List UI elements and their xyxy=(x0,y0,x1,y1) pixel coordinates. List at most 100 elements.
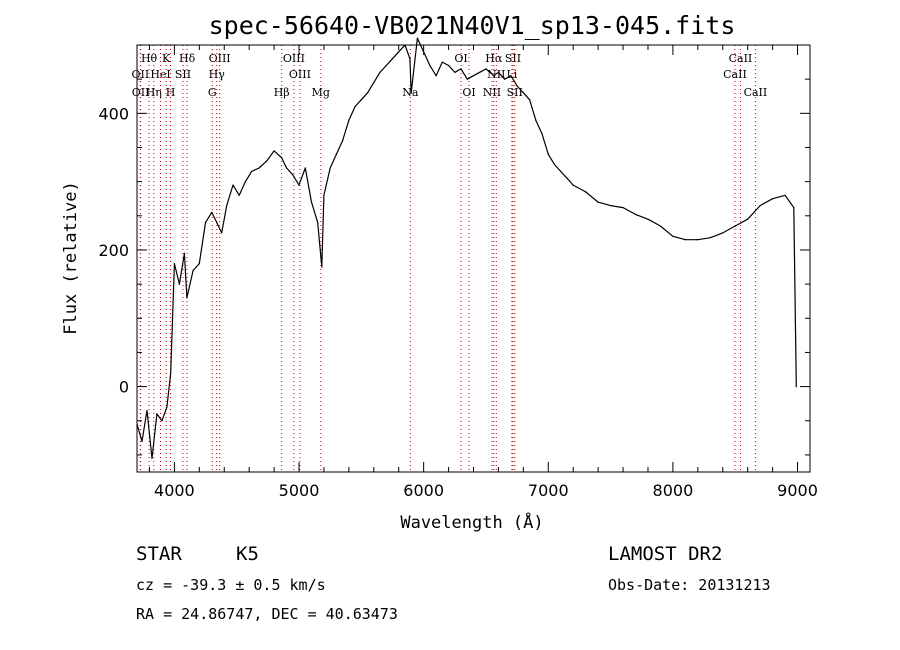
plot-frame xyxy=(136,44,811,473)
spectrum-point xyxy=(166,406,168,408)
spectrum-point xyxy=(722,232,724,234)
spectrum-point xyxy=(429,64,431,67)
spectrum-point xyxy=(373,81,375,84)
spectrum-point xyxy=(310,201,313,203)
spectrum-point xyxy=(466,78,468,80)
spectrum-point xyxy=(266,160,268,162)
spectrum-point xyxy=(547,153,549,155)
line-marker-label: OII xyxy=(132,86,150,99)
line-marker-label: SII xyxy=(507,86,523,99)
spectrum-point xyxy=(321,266,323,268)
spectrum-point xyxy=(772,198,774,200)
spectrum-point xyxy=(251,170,253,172)
spectrum-point xyxy=(198,263,200,265)
spectrum-point xyxy=(186,297,188,299)
y-tick-label: 0 xyxy=(119,378,129,397)
spectrum-point xyxy=(447,64,450,67)
spectrum-point xyxy=(146,409,148,412)
spectrum-point xyxy=(379,71,381,73)
line-marker-label: OIII xyxy=(283,52,305,65)
spectrum-point xyxy=(497,71,500,73)
spectrum-point xyxy=(292,174,294,176)
spectrum-point xyxy=(398,51,400,53)
line-marker-label: OII xyxy=(132,68,150,81)
spectrum-point xyxy=(553,163,556,166)
line-marker-label: Hγ xyxy=(209,68,226,81)
spectrum-point xyxy=(609,204,612,207)
spectrum-point xyxy=(747,218,749,220)
spectrum-point xyxy=(734,225,736,227)
spectrum-line xyxy=(136,37,797,459)
spectrum-point xyxy=(759,204,761,207)
spectrum-point xyxy=(391,58,394,60)
spectrum-point xyxy=(572,184,574,186)
chart-title: spec-56640-VB021N40V1_sp13-045.fits xyxy=(209,11,736,40)
x-tick-label: 5000 xyxy=(279,481,320,500)
line-marker-label: CaII xyxy=(729,52,753,65)
line-marker-label: Hδ xyxy=(179,52,196,65)
x-tick-label: 4000 xyxy=(154,481,195,500)
x-axis-ticks: 4000 5000 6000 7000 8000 9000 xyxy=(148,45,818,500)
spectrum-point xyxy=(410,92,412,94)
spectrum-point xyxy=(298,184,300,186)
spectrum-point xyxy=(535,119,537,121)
spectrum-point xyxy=(416,37,419,39)
spectrum-point xyxy=(360,99,362,101)
spectrum-series xyxy=(136,37,797,459)
spectrum-point xyxy=(647,218,649,220)
spectrum-point xyxy=(329,167,331,169)
line-marker-label: Mg xyxy=(312,86,330,99)
spectrum-point xyxy=(342,140,344,142)
object-subclass: K5 xyxy=(236,543,259,565)
spectrum-point xyxy=(183,252,185,254)
line-marker-label: Hη xyxy=(146,86,162,99)
spectrum-point xyxy=(385,64,387,67)
spectrum-point xyxy=(335,153,338,155)
y-tick-label: 400 xyxy=(98,104,129,123)
spectrum-point xyxy=(173,263,175,265)
spectrum-point xyxy=(684,239,686,241)
spectrum-point xyxy=(460,68,462,70)
y-axis-ticks: 0 200 400 xyxy=(98,44,810,456)
spectrum-point xyxy=(323,194,325,196)
line-marker-label: SII xyxy=(175,68,191,81)
spectrum-point xyxy=(161,420,163,422)
spectrum-point xyxy=(479,71,481,73)
spectrum-point xyxy=(221,232,223,234)
x-tick-label: 8000 xyxy=(653,481,694,500)
spectrum-point xyxy=(204,222,207,224)
spectrum-point xyxy=(493,75,495,77)
spectrum-point xyxy=(273,150,275,152)
line-marker-label: CaII xyxy=(723,68,747,81)
line-marker-label: K xyxy=(162,52,171,65)
spectrum-point xyxy=(795,386,797,388)
spectrum-point xyxy=(409,58,411,60)
spectrum-point xyxy=(354,105,356,108)
spectrum-point xyxy=(528,99,531,101)
spectrum-point xyxy=(170,372,172,374)
spectrum-point xyxy=(793,207,795,209)
spectrum-point xyxy=(258,167,260,169)
spectrum-point xyxy=(485,68,487,70)
y-axis-label: Flux (relative) xyxy=(61,181,81,335)
coordinates-text: RA = 24.86747, DEC = 40.63473 xyxy=(136,605,398,623)
spectrum-point xyxy=(560,170,562,172)
spectrum-point xyxy=(280,157,283,159)
x-axis-label: Wavelength (Å) xyxy=(400,511,543,533)
line-marker-label: Hα xyxy=(485,52,503,65)
spectrum-point xyxy=(178,283,180,285)
line-marker-label: H xyxy=(166,86,176,99)
spectrum-point xyxy=(216,222,218,224)
line-marker-label: HeI xyxy=(150,68,170,81)
spectrum-point xyxy=(141,440,143,442)
survey-name: LAMOST DR2 xyxy=(608,543,722,565)
spectrum-point xyxy=(622,207,624,209)
spectrum-point xyxy=(709,237,711,239)
spectrum-point xyxy=(211,211,213,213)
spectrum-point xyxy=(697,239,699,241)
spectrum-point xyxy=(285,167,288,169)
spectrum-point xyxy=(151,457,153,459)
spectrum-point xyxy=(585,191,587,193)
x-tick-label: 9000 xyxy=(777,481,818,500)
